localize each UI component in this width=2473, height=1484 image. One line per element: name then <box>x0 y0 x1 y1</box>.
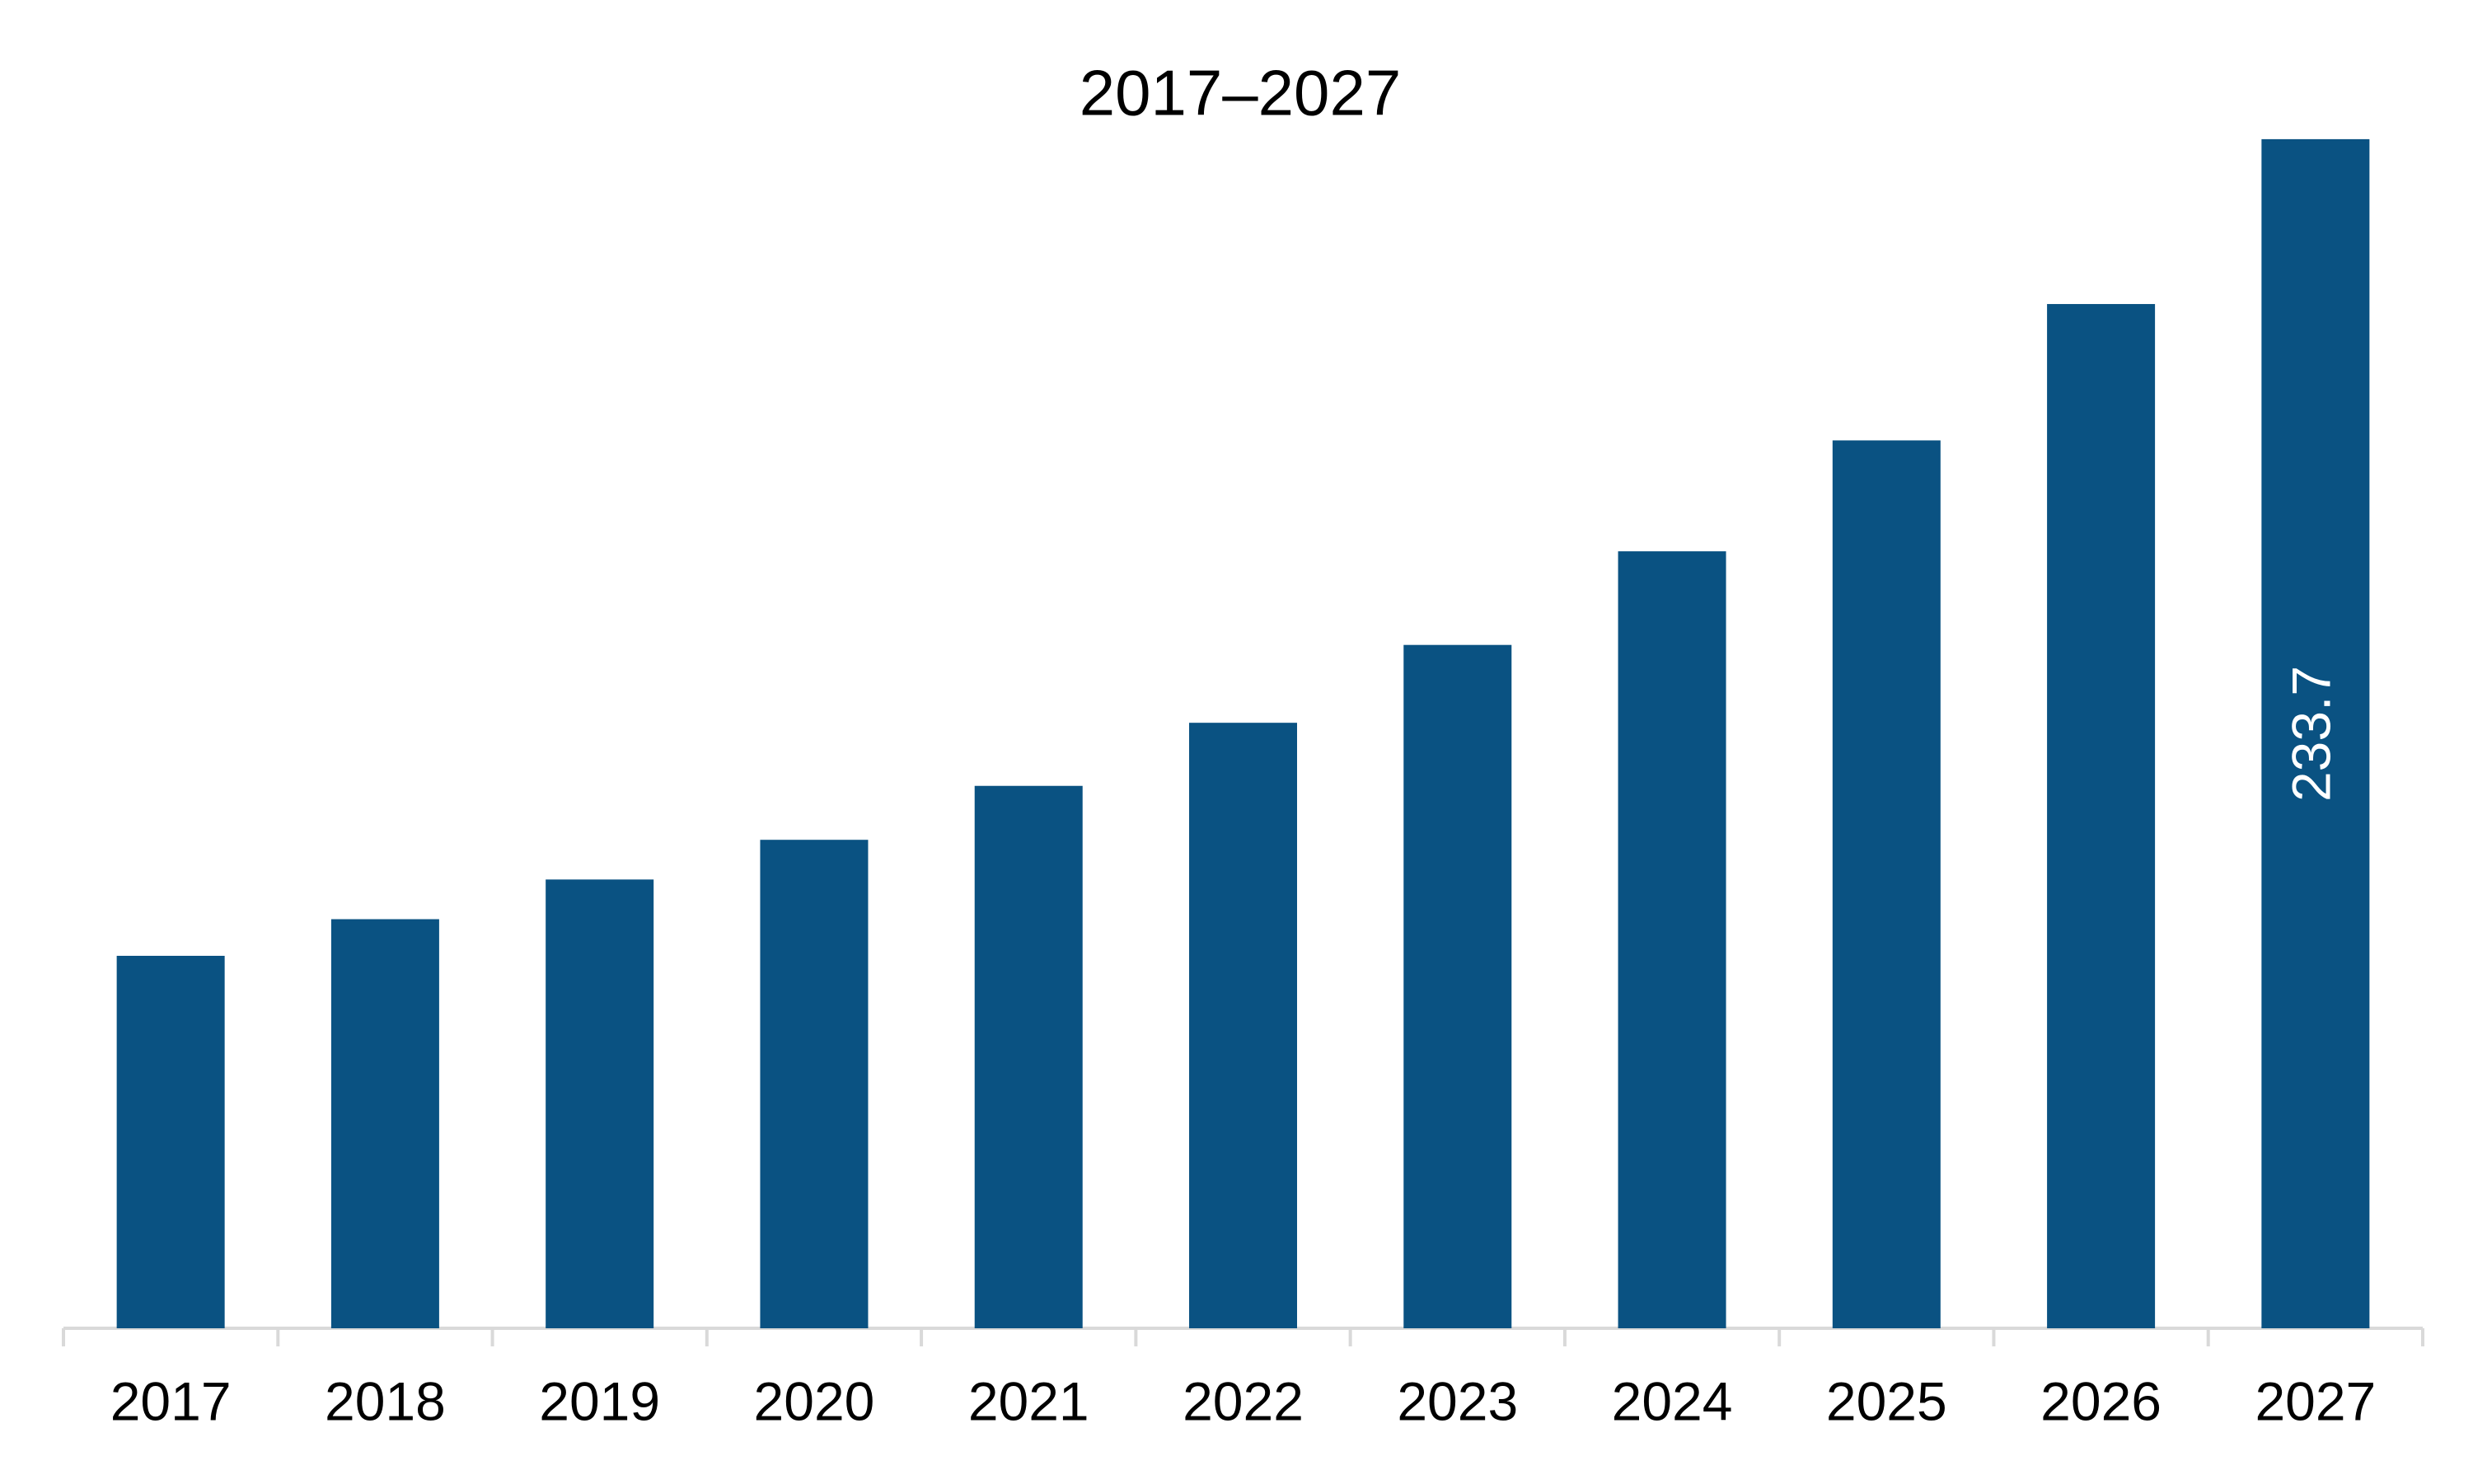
x-tick-label: 2021 <box>968 1370 1089 1431</box>
bar <box>1618 551 1726 1328</box>
x-tick-label: 2027 <box>2255 1370 2376 1431</box>
x-tick-label: 2019 <box>539 1370 660 1431</box>
bar <box>2261 138 2370 1329</box>
bar <box>974 785 1083 1328</box>
bar <box>760 840 869 1328</box>
bar <box>546 879 654 1328</box>
bar <box>2047 303 2156 1328</box>
x-tick-label: 2024 <box>1612 1370 1733 1431</box>
bar <box>1832 440 1941 1328</box>
bar <box>1189 723 1297 1328</box>
x-tick-label: 2026 <box>2040 1370 2162 1431</box>
bar <box>116 955 225 1328</box>
bar <box>1403 644 1512 1328</box>
x-tick-label: 2020 <box>754 1370 875 1431</box>
x-tick-label: 2017 <box>110 1370 232 1431</box>
value-label: 233.7 <box>2280 666 2341 802</box>
x-tick-label: 2025 <box>1826 1370 1947 1431</box>
chart-title: 2017–2027 <box>1080 57 1401 129</box>
x-tick-label: 2022 <box>1183 1370 1304 1431</box>
x-tick-label: 2023 <box>1397 1370 1518 1431</box>
bar <box>330 919 439 1328</box>
x-tick-label: 2018 <box>325 1370 446 1431</box>
